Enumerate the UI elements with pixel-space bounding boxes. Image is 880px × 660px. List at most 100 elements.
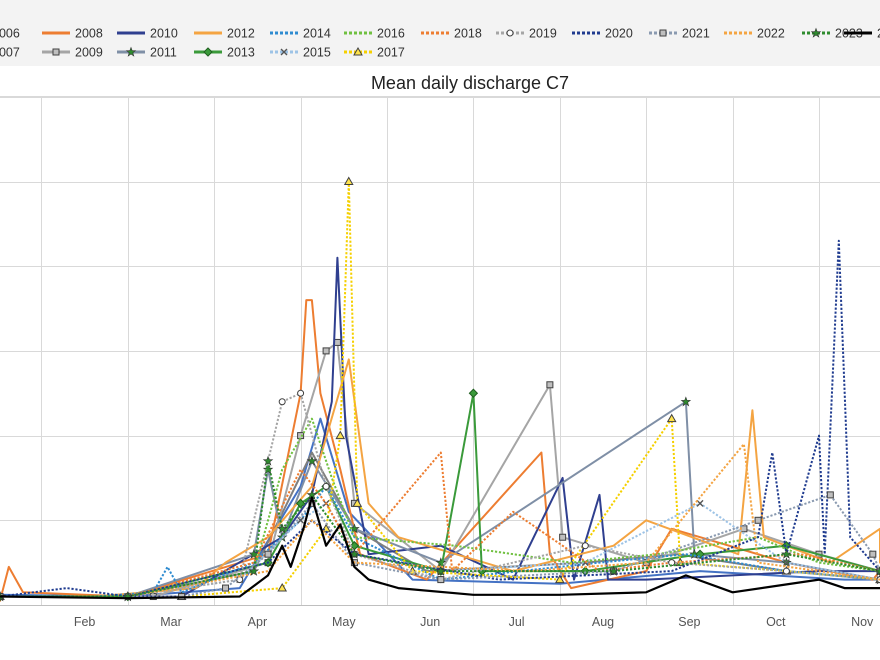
legend-item-2006: 2006 — [0, 27, 20, 41]
legend-item-2010: 2010 — [117, 27, 178, 41]
legend-label: 2014 — [303, 27, 331, 41]
legend-item-2018: 2018 — [421, 27, 482, 41]
data-point-marker — [754, 516, 762, 524]
series-2010 — [0, 256, 880, 598]
data-point-marker — [248, 548, 260, 559]
legend-label: 2016 — [377, 27, 405, 41]
x-tick-label: Mar — [160, 615, 182, 629]
data-point-marker — [468, 388, 479, 398]
data-point-marker — [276, 523, 288, 534]
data-point-marker — [333, 338, 341, 346]
series-line-2010 — [0, 256, 880, 598]
x-tick-label: Feb — [74, 615, 96, 629]
legend-label: 2012 — [227, 27, 255, 41]
legend-label: 2013 — [227, 46, 255, 60]
legend-item-2024: 2024 — [844, 27, 880, 41]
data-point-marker — [248, 565, 260, 576]
data-point-marker — [264, 550, 272, 558]
x-tick-label: Aug — [592, 615, 614, 629]
data-point-marker — [659, 29, 667, 37]
data-point-marker — [278, 398, 286, 406]
legend-label: 2022 — [757, 27, 785, 41]
data-point-marker — [506, 29, 514, 37]
x-tick-label: Nov — [851, 615, 874, 629]
legend-item-2013: 2013 — [194, 46, 255, 60]
series-line-2019 — [0, 392, 880, 598]
data-point-marker — [280, 48, 288, 56]
x-tick-label: Oct — [766, 615, 786, 629]
data-point-marker — [297, 389, 305, 397]
series-2012 — [0, 358, 880, 598]
legend-item-2020: 2020 — [572, 27, 633, 41]
data-point-marker — [581, 542, 589, 550]
legend-label: 2015 — [303, 46, 331, 60]
legend-item-2016: 2016 — [344, 27, 405, 41]
data-point-marker — [277, 583, 288, 592]
legend-item-2015: 2015 — [270, 46, 331, 60]
data-point-marker — [869, 550, 877, 558]
data-point-marker — [810, 27, 822, 38]
legend-item-2017: 2017 — [344, 46, 405, 60]
data-point-marker — [782, 567, 790, 575]
data-point-marker — [203, 47, 213, 57]
data-point-marker — [554, 574, 565, 584]
data-point-marker — [666, 413, 677, 423]
legend-item-2019: 2019 — [496, 27, 557, 41]
data-point-marker — [322, 482, 330, 490]
legend-label: 2011 — [150, 46, 177, 60]
data-point-marker — [335, 430, 346, 440]
x-axis: Feb Mar Apr May Jun Jul Aug Sep Oct Nov — [74, 615, 874, 629]
data-point-marker — [435, 565, 447, 576]
legend-item-2022: 2022 — [724, 27, 785, 41]
legend-label: 2008 — [75, 27, 103, 41]
data-point-marker — [262, 455, 274, 466]
series-group — [0, 176, 880, 602]
data-point-marker — [262, 464, 274, 475]
x-tick-label: Jun — [420, 615, 440, 629]
legend-item-2012: 2012 — [194, 27, 255, 41]
data-point-marker — [322, 347, 330, 355]
plot-area — [0, 96, 880, 605]
legend-item-2009: 2009 — [42, 46, 103, 60]
x-tick-label: Jul — [509, 615, 525, 629]
data-point-marker — [343, 176, 354, 185]
series-line-2024 — [0, 496, 880, 600]
legend-label: 2019 — [529, 27, 557, 41]
x-tick-label: May — [332, 615, 356, 629]
legend-label: 2017 — [377, 46, 405, 60]
chart-title: Mean daily discharge C7 — [371, 73, 569, 93]
series-2020 — [0, 239, 880, 598]
data-point-marker — [52, 48, 60, 56]
series-2024 — [0, 496, 880, 600]
series-line-2021 — [0, 493, 880, 598]
data-point-marker — [680, 396, 692, 407]
data-point-marker — [781, 548, 792, 559]
data-point-marker — [546, 381, 554, 389]
data-point-marker — [826, 491, 834, 499]
data-point-marker — [352, 498, 363, 507]
series-line-2020 — [0, 239, 880, 598]
legend-item-2014: 2014 — [270, 27, 331, 41]
data-point-marker — [297, 516, 305, 524]
legend-label: 2020 — [605, 27, 633, 41]
legend-label: 2024 — [877, 27, 880, 41]
data-point-marker — [349, 548, 360, 559]
legend-label: 2007 — [0, 46, 20, 60]
legend-item-2021: 2021 — [649, 27, 710, 41]
legend-label: 2010 — [150, 27, 178, 41]
data-point-marker — [435, 557, 447, 568]
legend-label: 2021 — [682, 27, 710, 41]
data-point-marker — [559, 533, 567, 541]
data-point-marker — [125, 46, 137, 57]
data-point-marker — [437, 576, 445, 584]
legend-panel — [0, 0, 880, 66]
data-point-marker — [222, 584, 230, 592]
data-point-marker — [306, 455, 318, 466]
data-point-marker — [353, 46, 363, 56]
legend-label: 2009 — [75, 46, 103, 60]
legend-label: 2018 — [454, 27, 482, 41]
legend: 2006 2007 2008 2009 2010 2011 2012 2013 2014 2015… — [0, 27, 880, 60]
data-point-marker — [696, 499, 704, 507]
